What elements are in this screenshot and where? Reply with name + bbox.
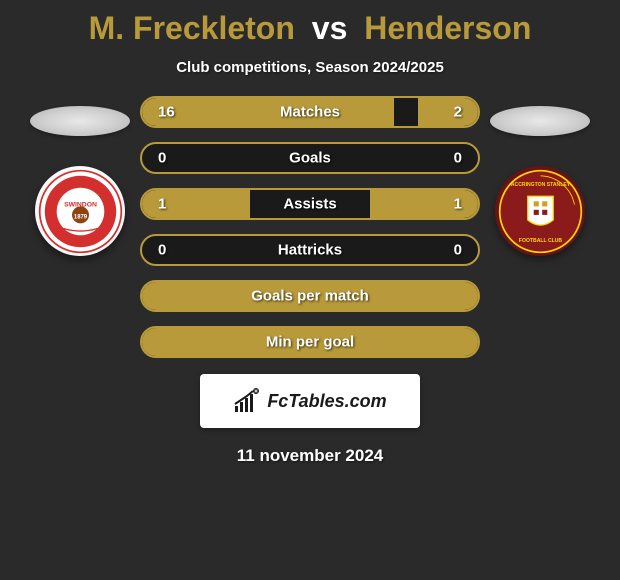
stat-value-right: 2 bbox=[454, 104, 462, 121]
svg-text:FOOTBALL CLUB: FOOTBALL CLUB bbox=[518, 238, 562, 244]
player2-name: Henderson bbox=[364, 10, 531, 46]
svg-text:1879: 1879 bbox=[73, 214, 87, 220]
stats-column: Matches162Goals00Assists11Hattricks00Goa… bbox=[140, 96, 480, 358]
player1-name: M. Freckleton bbox=[89, 10, 295, 46]
stat-label: Goals per match bbox=[251, 288, 369, 305]
stat-row: Goals 0 0 bbox=[140, 142, 480, 174]
stat-row: Goals per match bbox=[140, 280, 480, 312]
right-team-column: ACCRINGTON STANLEY FOOTBALL CLUB bbox=[480, 96, 600, 256]
stat-value-left: 16 bbox=[158, 104, 175, 121]
left-team-column: SWINDON 1879 bbox=[20, 96, 140, 256]
comparison-layout: SWINDON 1879 Matches 16 2 Goals 0 0 Assists 1 1 H… bbox=[0, 96, 620, 358]
date-text: 11 november 2024 bbox=[0, 446, 620, 466]
stat-row: Hattricks 0 0 bbox=[140, 234, 480, 266]
main-container: M. Freckleton vs Henderson Club competit… bbox=[0, 0, 620, 580]
swindon-crest-icon: SWINDON 1879 bbox=[38, 169, 123, 254]
stat-label: Min per goal bbox=[266, 334, 354, 351]
stat-value-right: 0 bbox=[454, 242, 462, 259]
svg-text:ACCRINGTON STANLEY: ACCRINGTON STANLEY bbox=[510, 182, 570, 188]
stat-value-left: 0 bbox=[158, 150, 166, 167]
stat-fill-right bbox=[418, 98, 478, 126]
accrington-crest-icon: ACCRINGTON STANLEY FOOTBALL CLUB bbox=[498, 169, 583, 254]
player1-avatar bbox=[30, 106, 130, 136]
stat-value-left: 0 bbox=[158, 242, 166, 259]
brand-text: FcTables.com bbox=[267, 391, 386, 412]
stat-row: Matches 16 2 bbox=[140, 96, 480, 128]
stat-value-right: 0 bbox=[454, 150, 462, 167]
subtitle: Club competitions, Season 2024/2025 bbox=[0, 59, 620, 76]
page-title: M. Freckleton vs Henderson bbox=[0, 10, 620, 47]
club1-badge: SWINDON 1879 bbox=[35, 166, 125, 256]
vs-text: vs bbox=[312, 10, 348, 46]
stat-value-right: 1 bbox=[454, 196, 462, 213]
stat-label: Goals bbox=[289, 150, 331, 167]
brand-badge[interactable]: FcTables.com bbox=[200, 374, 420, 428]
stat-label: Assists bbox=[283, 196, 336, 213]
stat-fill-left bbox=[142, 98, 394, 126]
fctables-logo-icon bbox=[233, 388, 261, 414]
stat-label: Matches bbox=[280, 104, 340, 121]
club2-badge: ACCRINGTON STANLEY FOOTBALL CLUB bbox=[495, 166, 585, 256]
stat-row: Min per goal bbox=[140, 326, 480, 358]
stat-row: Assists 1 1 bbox=[140, 188, 480, 220]
stat-label: Hattricks bbox=[278, 242, 342, 259]
stat-value-left: 1 bbox=[158, 196, 166, 213]
player2-avatar bbox=[490, 106, 590, 136]
